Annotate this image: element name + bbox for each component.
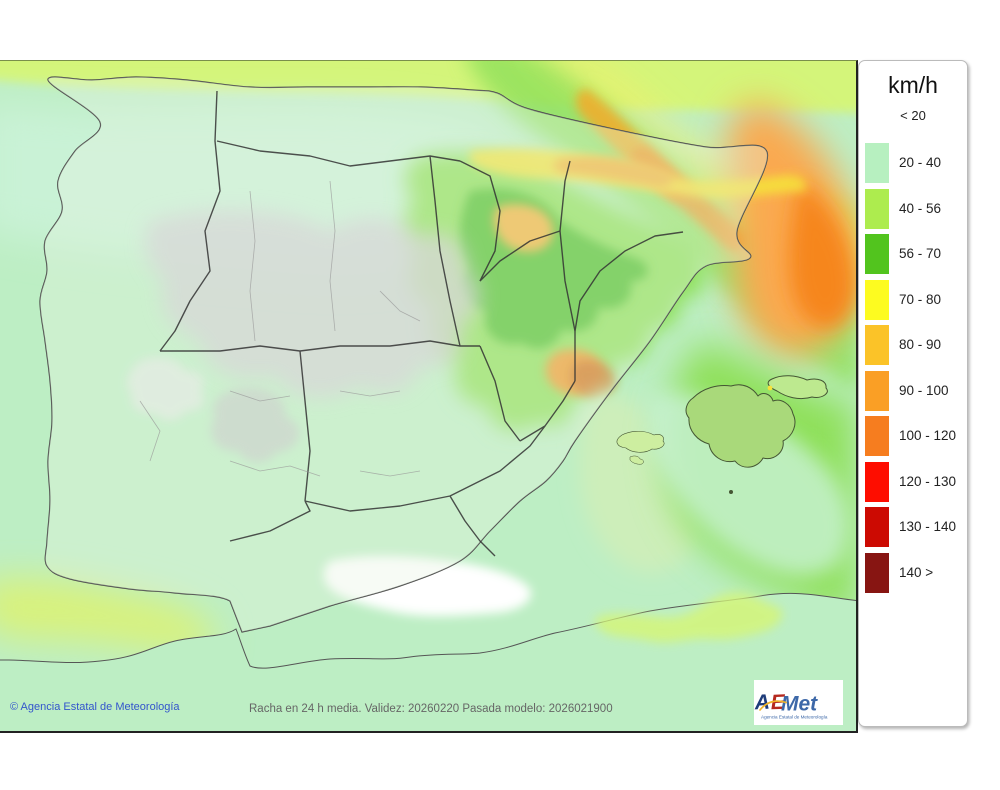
svg-text:Met: Met [781,693,818,716]
svg-text:Agencia Estatal de Meteorologí: Agencia Estatal de Meteorología [761,715,828,720]
